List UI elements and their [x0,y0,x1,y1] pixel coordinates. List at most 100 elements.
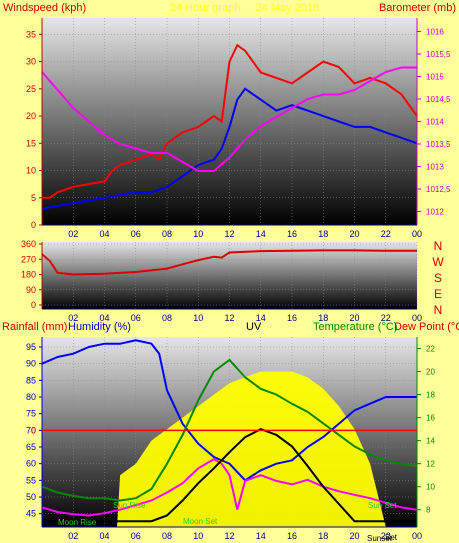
p2-x-tick-label: 00 [412,313,422,323]
p3-x-tick-label: 22 [381,531,391,541]
moon-set-label: Moon Set [183,517,218,526]
p3-x-tick-label: 00 [412,531,422,541]
p1-left-tick-label: 35 [26,29,36,39]
compass-label: E [434,287,442,301]
p3-right-tick-label: 12 [426,460,435,469]
p1-x-tick-label: 12 [224,229,234,239]
p3-x-tick-label: 10 [193,531,203,541]
p1-x-tick-label: 20 [349,229,359,239]
wind-right-label: Barometer (mb) [379,2,456,14]
p3-x-tick-label: 04 [99,531,109,541]
p3-left-tick-label: 70 [26,425,36,435]
p1-left-tick-label: 20 [26,111,36,121]
p1-right-tick-label: 1012 [426,208,444,217]
p3-x-tick-label: 18 [318,531,328,541]
compass-label: W [432,255,444,269]
compass-label: S [434,271,442,285]
p1-left-tick-label: 0 [31,220,36,230]
p1-left-tick-label: 15 [26,138,36,148]
p3-left-tick-label: 60 [26,459,36,469]
p1-right-tick-label: 1015,5 [426,50,451,59]
p1-series-line [41,87,418,210]
p3-right-tick-label: 20 [426,368,435,377]
p2-left-tick-label: 180 [21,270,36,280]
p3-series-line [42,428,417,523]
p1-left-tick-label: 30 [26,57,36,67]
p1-right-tick-label: 1013 [426,163,444,172]
rainfall-zero-label: 0 [31,425,36,435]
p2-left-tick-label: 360 [21,239,36,249]
moon-rise-label: Moon Rise [58,518,97,527]
p3-left-tick-label: 65 [26,442,36,452]
temperature-label: Temperature (°C) [313,321,397,333]
p1-x-tick-label: 14 [256,229,266,239]
climate-panel: Rainfall (mm) Humidity (%) UV Temperatur… [2,321,459,543]
p1-x-tick-label: 16 [287,229,297,239]
wind-plot-background [42,18,417,225]
p1-left-tick-label: 5 [31,193,36,203]
p3-left-tick-label: 90 [26,359,36,369]
sun-rise-label: Sun Rise [113,501,146,510]
compass-label: N [434,239,443,253]
dewpoint-label: Dew Point (°C [394,321,459,333]
rainfall-label: Rainfall (mm) [2,321,67,333]
p3-series-line [41,358,418,502]
p1-x-tick-label: 02 [68,229,78,239]
p3-right-tick-label: 16 [426,414,435,423]
p3-left-tick-label: 85 [26,375,36,385]
p3-x-tick-label: 06 [131,531,141,541]
p3-right-tick-label: 22 [426,345,435,354]
p2-x-tick-label: 20 [349,313,359,323]
p1-x-tick-label: 10 [193,229,203,239]
p2-left-tick-label: 270 [21,254,36,264]
p1-right-tick-label: 1012,5 [426,185,451,194]
p3-right-tick-label: 10 [426,483,435,492]
p2-x-tick-label: 02 [68,313,78,323]
event-labels: Moon Rise Sun Rise Moon Set Sun Set Suns… [58,501,398,543]
p2-x-tick-label: 10 [193,313,203,323]
p2-x-tick-label: 22 [381,313,391,323]
p3-right-tick-label: 18 [426,391,435,400]
p1-left-tick-label: 25 [26,84,36,94]
set-label: Set [385,533,398,542]
p3-x-tick-label: 20 [349,531,359,541]
p2-x-tick-label: 14 [256,313,266,323]
wind-barometer-panel: Windspeed (kph) 24 Hour graph ... 24 May… [3,2,456,239]
p3-series-line [41,457,418,517]
p3-x-tick-label: 02 [68,531,78,541]
p3-left-tick-label: 45 [26,509,36,519]
p1-right-tick-label: 1013,5 [426,140,451,149]
p2-x-tick-label: 18 [318,313,328,323]
p1-x-tick-label: 18 [318,229,328,239]
p3-left-tick-label: 50 [26,492,36,502]
p1-right-tick-label: 1016 [426,28,444,37]
p3-x-tick-label: 16 [287,531,297,541]
p1-x-tick-label: 08 [162,229,172,239]
p2-x-tick-label: 06 [131,313,141,323]
compass-label: N [434,303,443,317]
wind-center-label: 24 Hour graph ... 24 May 2018 [170,2,319,14]
p1-x-tick-label: 06 [131,229,141,239]
p2-left-tick-label: 90 [26,285,36,295]
p1-left-tick-label: 10 [26,166,36,176]
p3-right-tick-label: 14 [426,437,435,446]
p2-x-tick-label: 04 [99,313,109,323]
p2-x-tick-label: 12 [224,313,234,323]
p3-left-tick-label: 95 [26,342,36,352]
uv-label: UV [246,321,262,333]
p2-left-tick-label: 0 [31,300,36,310]
p3-left-tick-label: 80 [26,392,36,402]
p3-right-tick-label: 8 [426,506,431,515]
p3-left-tick-label: 55 [26,475,36,485]
p3-x-tick-label: 08 [162,531,172,541]
p2-x-tick-label: 16 [287,313,297,323]
sun-set-label: Sun Set [368,501,397,510]
p3-left-tick-label: 75 [26,409,36,419]
wind-left-label: Windspeed (kph) [3,2,86,14]
p1-x-tick-label: 04 [99,229,109,239]
p1-series-line [41,66,417,172]
wind-direction-line [41,249,417,276]
p1-series-line [42,43,418,199]
